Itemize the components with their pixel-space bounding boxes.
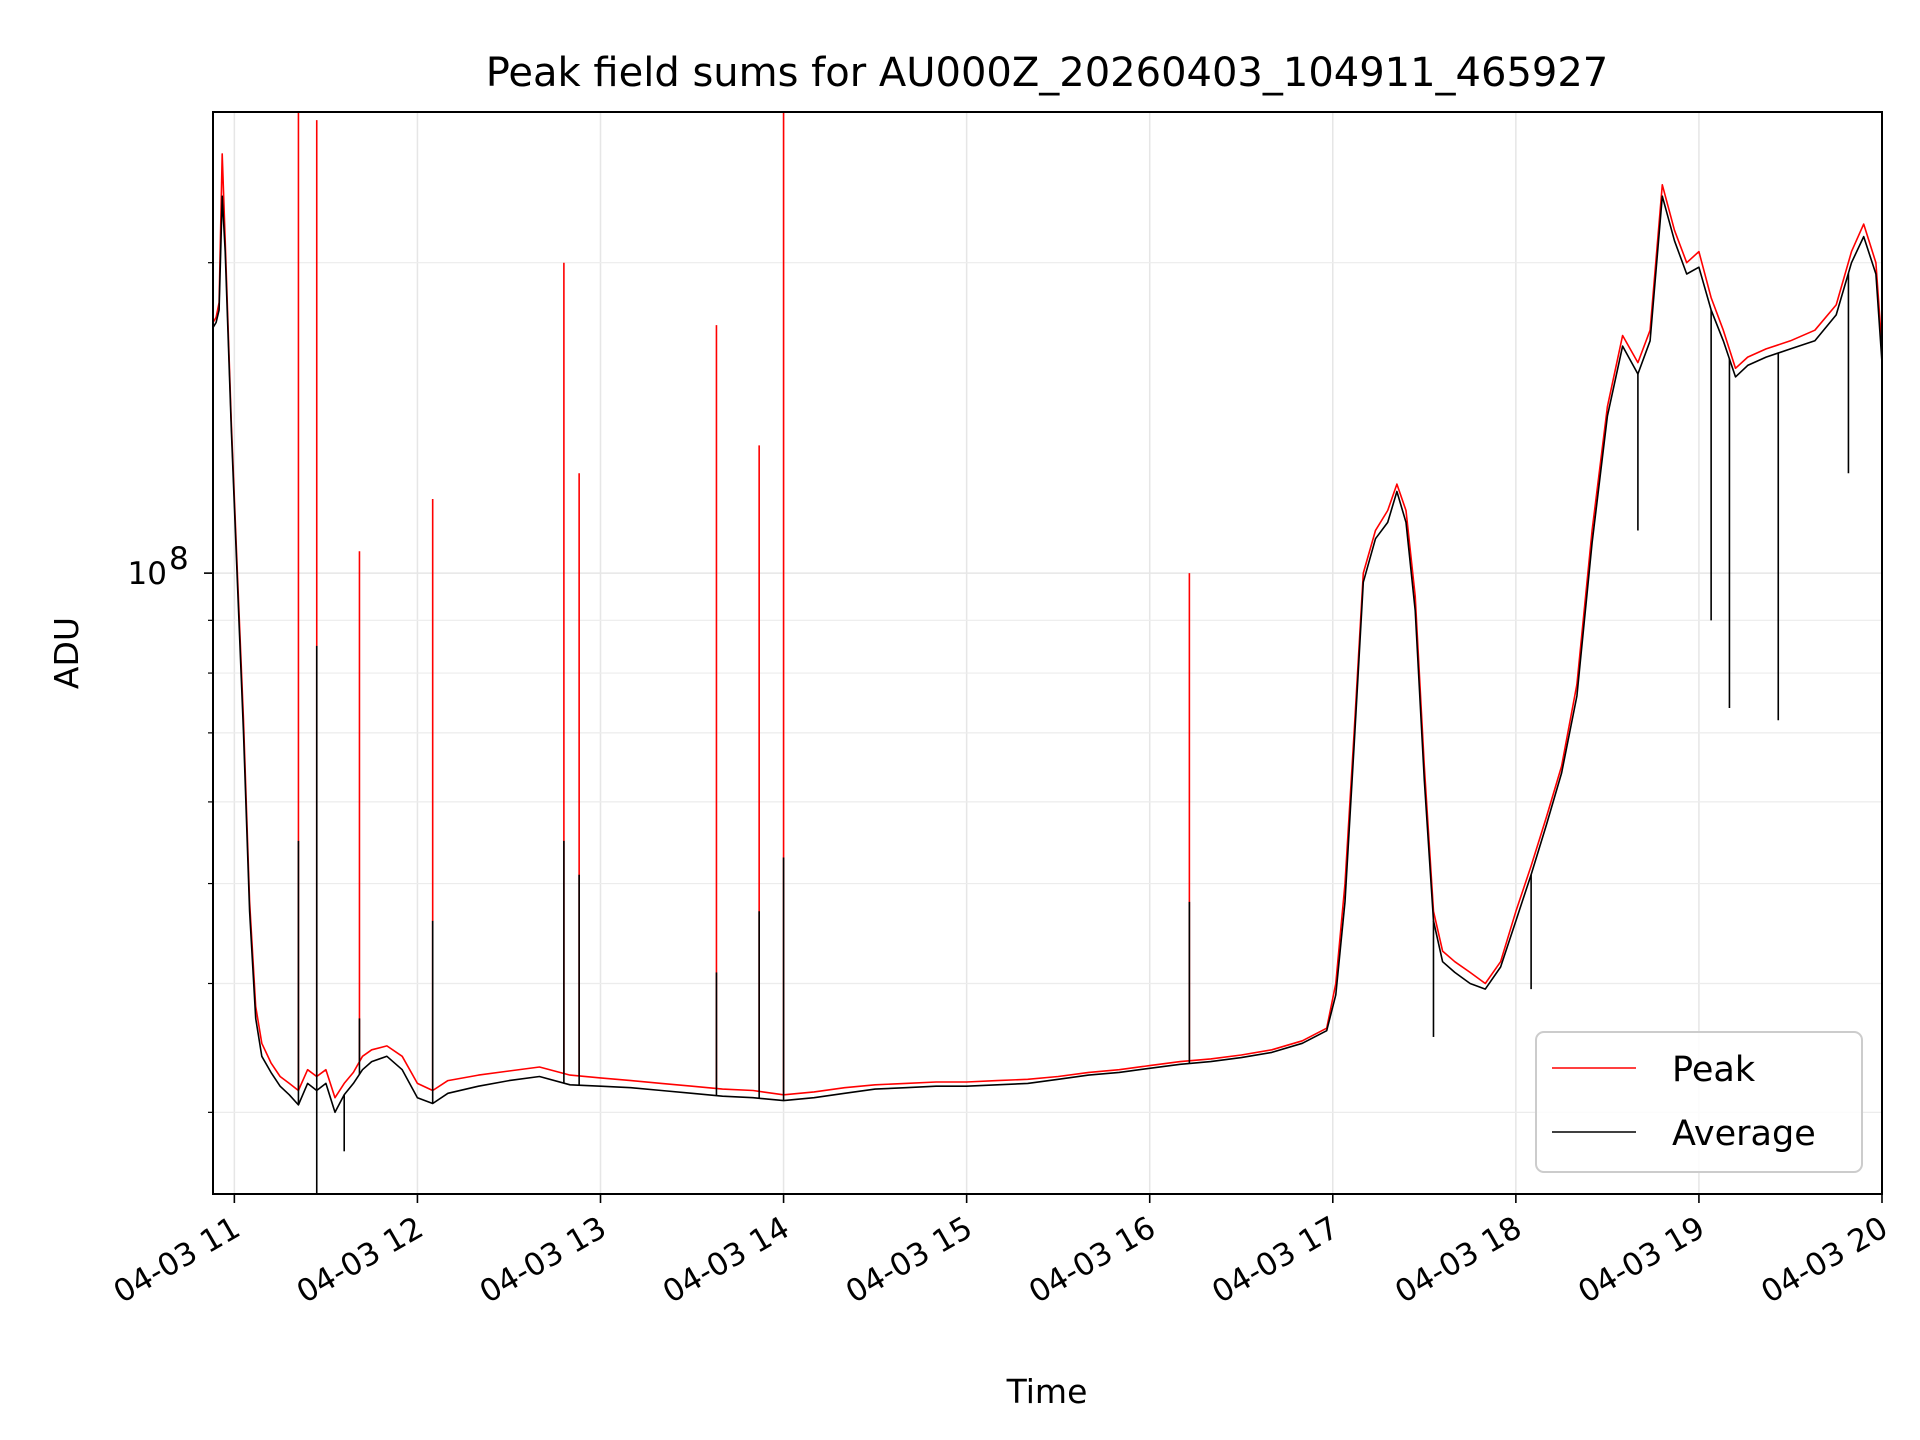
- plot-area-frame: [212, 111, 1883, 1195]
- series-lines: [213, 112, 1882, 1194]
- x-tick-label: 04-03 18: [1389, 1210, 1528, 1311]
- chart-title: Peak field sums for AU000Z_20260403_1049…: [486, 50, 1609, 96]
- legend-box: [1535, 1031, 1863, 1173]
- peak-series-line: [213, 153, 1882, 1099]
- x-tick-label: 04-03 19: [1572, 1210, 1711, 1311]
- legend-label-peak: Peak: [1672, 1050, 1756, 1090]
- legend-label-average: Average: [1672, 1114, 1816, 1154]
- y-axis-title: ADU: [47, 617, 86, 689]
- grid: [213, 112, 1883, 1194]
- x-tick-label: 04-03 17: [1206, 1210, 1345, 1311]
- legend: Peak Average: [1535, 1031, 1863, 1173]
- y-tick-label-exponent: 8: [169, 541, 189, 577]
- x-tick-label: 04-03 12: [291, 1210, 430, 1311]
- y-tick-label: 10: [128, 556, 167, 592]
- x-axis-title: Time: [1006, 1372, 1088, 1411]
- x-tick-label: 04-03 20: [1755, 1210, 1894, 1311]
- x-tick-label: 04-03 15: [840, 1210, 979, 1311]
- average-series-line: [213, 195, 1882, 1114]
- x-tick-label: 04-03 16: [1023, 1210, 1162, 1311]
- x-tick-label: 04-03 11: [108, 1210, 247, 1311]
- x-tick-label: 04-03 13: [474, 1210, 613, 1311]
- x-tick-label: 04-03 14: [657, 1210, 796, 1311]
